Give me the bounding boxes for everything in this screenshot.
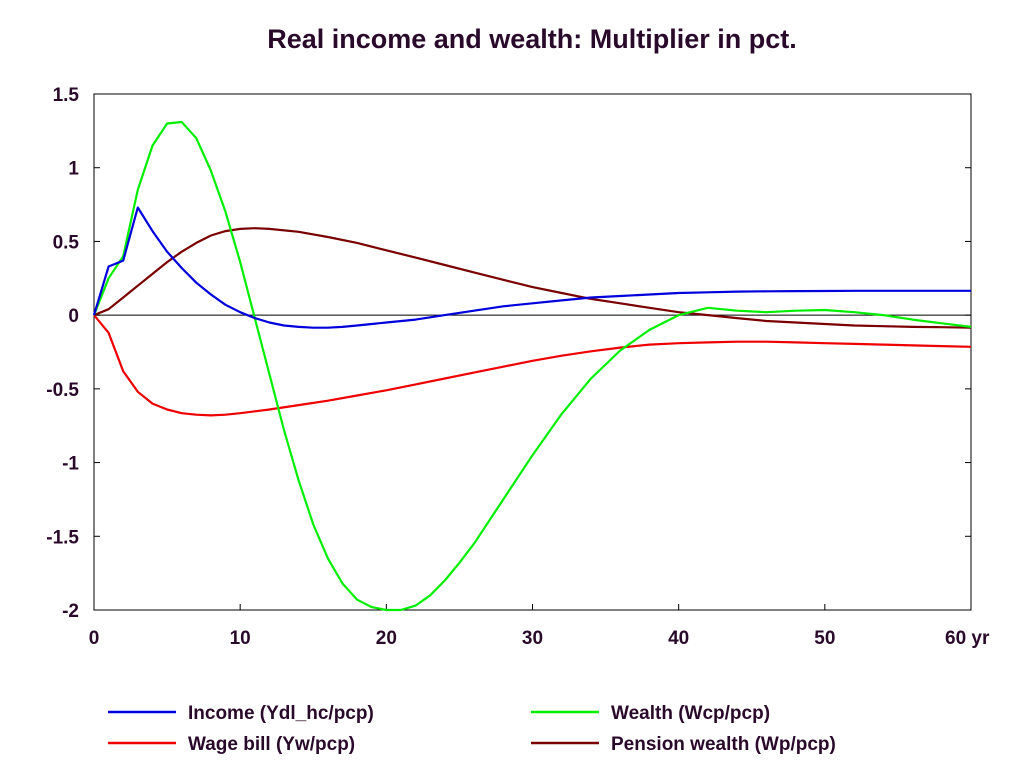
legend-label: Pension wealth (Wp/pcp) [611, 734, 836, 755]
x-tick-label: 50 [814, 628, 835, 649]
plot-frame [93, 93, 972, 611]
y-tick-label: -1 [62, 454, 79, 475]
series-line-income-ydl-hc-pcp [92, 206, 971, 329]
x-tick-label: 40 [668, 628, 689, 649]
y-tick-label: -2 [62, 601, 79, 622]
plot-area: 1.5 1 0.5 0 -0.5 -1 -1.5 -2 0 10 20 30 40 50 60 yr [46, 85, 990, 649]
y-tick-label: 0.5 [53, 232, 80, 253]
y-tick-label: -1.5 [46, 527, 79, 548]
chart-title: Real income and wealth: Multiplier in pc… [267, 24, 797, 54]
x-tick-label: 0 [89, 628, 100, 649]
y-tick-label: 1 [68, 159, 79, 180]
x-tick-label: 30 [522, 628, 543, 649]
legend-label: Income (Ydl_hc/pcp) [188, 703, 374, 724]
legend-label: Wealth (Wcp/pcp) [611, 703, 770, 724]
series-line-wealth-wcp-pcp [92, 120, 972, 612]
x-tick-label: 20 [376, 628, 397, 649]
series-line-wage-bill-yw-pcp [93, 314, 972, 417]
y-tick-label: 0 [68, 306, 79, 327]
x-tick-label: 60 yr [945, 628, 990, 649]
series-line-pension-wealth-wp-pcp [93, 227, 972, 329]
y-tick-label: 1.5 [53, 85, 80, 106]
legend: Income (Ydl_hc/pcp) Wage bill (Yw/pcp) Wea… [108, 703, 836, 755]
y-tick-label: -0.5 [46, 380, 79, 401]
legend-label: Wage bill (Yw/pcp) [188, 734, 355, 755]
x-tick-label: 10 [230, 628, 251, 649]
